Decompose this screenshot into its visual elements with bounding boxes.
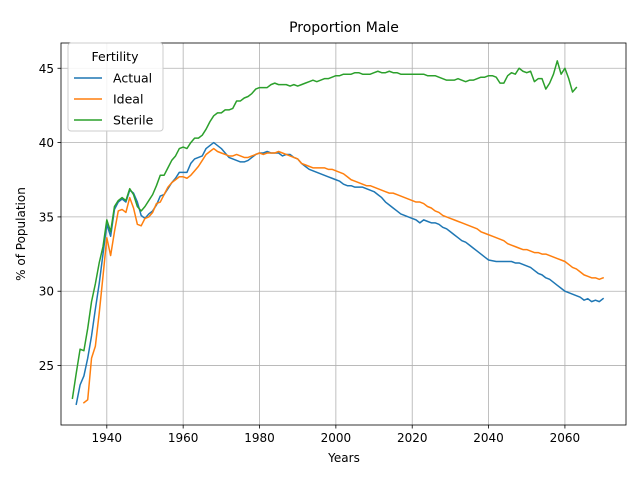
axis-ticks: 1940 1960 1980 2000 2020 2040 2060 25 30 35 40 45 [39, 62, 580, 445]
grid-lines [61, 43, 626, 425]
y-tick-label: 45 [39, 62, 54, 76]
y-tick-label: 35 [39, 210, 54, 224]
x-tick-label: 1960 [168, 431, 199, 445]
x-tick-label: 2040 [473, 431, 504, 445]
y-axis-label: % of Population [14, 187, 28, 281]
x-tick-label: 1940 [92, 431, 123, 445]
y-tick-label: 25 [39, 359, 54, 373]
plot-frame [60, 42, 627, 426]
legend-label-actual: Actual [113, 71, 152, 86]
series-lines [71, 60, 605, 406]
y-tick-label: 30 [39, 285, 54, 299]
x-tick-label: 1980 [244, 431, 275, 445]
legend-label-sterile: Sterile [113, 113, 154, 128]
legend: Fertility Actual Ideal Sterile [67, 42, 164, 132]
chart-title: Proportion Male [289, 20, 399, 36]
y-tick-label: 40 [39, 136, 54, 150]
series-line-sterile [71, 60, 578, 400]
x-tick-label: 2020 [397, 431, 428, 445]
legend-box [67, 42, 164, 132]
legend-title: Fertility [92, 49, 140, 64]
x-axis-label: Years [327, 451, 360, 465]
legend-label-ideal: Ideal [113, 92, 143, 107]
x-tick-label: 2060 [550, 431, 581, 445]
series-line-ideal [82, 147, 605, 404]
x-tick-label: 2000 [321, 431, 352, 445]
